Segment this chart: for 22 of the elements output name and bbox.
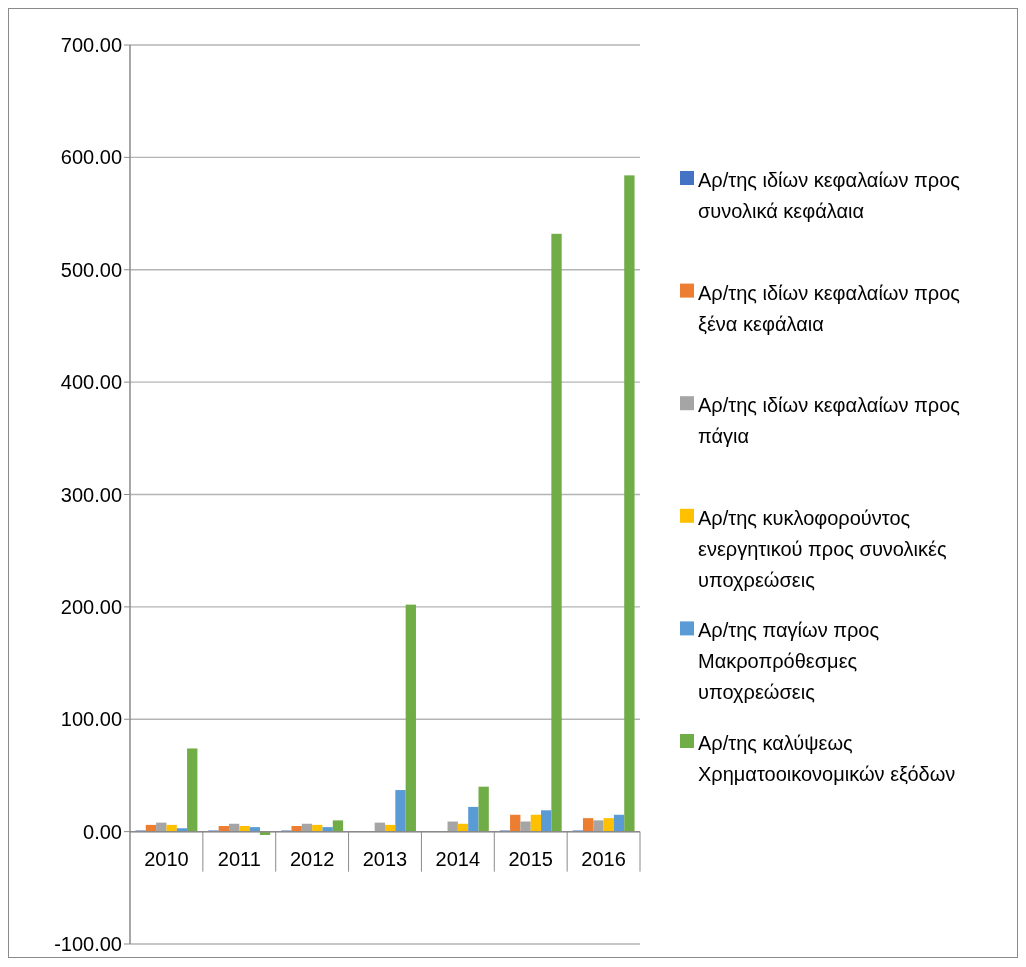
legend-label: Αρ/της καλύψεως Χρηματοοικονομικών εξόδων xyxy=(698,732,956,785)
x-tick-label: 2011 xyxy=(217,847,261,870)
y-tick-label: 0.00 xyxy=(83,820,122,843)
y-tick-label: -100.00 xyxy=(54,933,122,955)
legend-label: Αρ/της παγίων προς Μακροπρόθεσμες υποχρεώσεις xyxy=(698,619,880,704)
x-tick-label: 2012 xyxy=(289,847,335,870)
legend-label: Αρ/της ιδίων κεφαλαίων προς πάγια xyxy=(698,394,961,448)
x-tick-label: 2014 xyxy=(435,847,481,870)
y-tick-label: 100.00 xyxy=(60,708,122,731)
y-tick-label: 300.00 xyxy=(60,483,122,506)
legend-label: Αρ/της κυκλοφορούντος ενεργητικού προς συνολικές υποχρεώσεις xyxy=(698,506,947,591)
legend-label: Αρ/της ιδίων κεφαλαίων προς συνολικά κεφάλαια xyxy=(698,169,961,222)
x-tick-label: 2015 xyxy=(508,847,553,870)
y-tick-label: 200.00 xyxy=(60,595,122,618)
y-tick-label: 400.00 xyxy=(60,371,122,394)
x-tick-label: 2016 xyxy=(581,847,626,870)
legend-label: Αρ/της ιδίων κεφαλαίων προς ξένα κεφάλαια xyxy=(698,281,961,335)
y-tick-label: 600.00 xyxy=(60,146,122,169)
x-tick-label: 2010 xyxy=(144,847,189,870)
y-tick-label: 500.00 xyxy=(60,258,122,281)
x-tick-label: 2013 xyxy=(362,847,408,870)
y-tick-label: 700.00 xyxy=(60,34,122,56)
